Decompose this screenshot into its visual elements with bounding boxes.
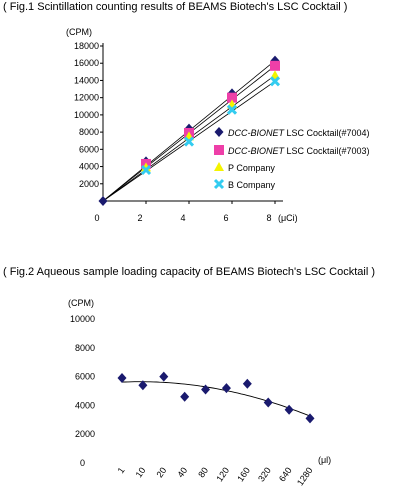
x-axis-label: (μCi) (278, 213, 298, 223)
origin-point (98, 196, 108, 206)
marker-stroke (213, 178, 225, 190)
figure-1-title: ( Fig.1 Scintillation counting results o… (3, 1, 348, 13)
x-tick-label: 1280 (295, 465, 315, 487)
data-point (242, 378, 252, 389)
legend-marker (214, 162, 224, 171)
y-tick-label: 8000 (79, 127, 99, 137)
x-tick-label: 20 (154, 465, 168, 479)
legend-marker (213, 178, 225, 190)
data-point (180, 391, 190, 402)
y-tick-label: 16000 (74, 58, 99, 68)
x-tick-label: 80 (196, 465, 210, 479)
y-tick-label: 14000 (74, 75, 99, 85)
data-point (201, 384, 211, 395)
y-tick-label: 4000 (75, 400, 95, 410)
data-point (305, 413, 315, 424)
legend-marker (214, 145, 224, 155)
x-axis-label: (μl) (318, 455, 331, 465)
y-tick-label: 2000 (79, 179, 99, 189)
legend-label: B Company (228, 180, 276, 190)
data-point (183, 136, 195, 147)
figure-2-title: ( Fig.2 Aqueous sample loading capacity … (3, 266, 376, 278)
data-point (117, 373, 127, 384)
x-tick-label: 40 (175, 465, 189, 479)
x-tick-label: 0 (94, 213, 99, 223)
y-tick-label: 6000 (79, 144, 99, 154)
y-axis-label: (CPM) (66, 27, 92, 37)
data-point (227, 92, 237, 103)
x-tick-label: 120 (214, 465, 231, 483)
y-tick-label: 12000 (74, 93, 99, 103)
data-point (221, 383, 231, 394)
x-tick-label: 10 (134, 465, 148, 479)
legend-marker (214, 127, 224, 137)
y-tick-label: 4000 (79, 162, 99, 172)
x-tick-label: 320 (256, 465, 273, 483)
y-tick-label: 6000 (75, 372, 95, 382)
y-tick-label: 10000 (70, 314, 95, 324)
data-point (138, 380, 148, 391)
y-tick-label: 18000 (74, 41, 99, 51)
marker-stroke (183, 136, 195, 147)
data-point (269, 76, 281, 87)
legend-label: P Company (228, 163, 275, 173)
y-axis-label: (CPM) (68, 298, 94, 308)
y-tick-label: 0 (80, 458, 85, 468)
marker-stroke (226, 104, 238, 115)
x-tick-label: 6 (223, 213, 228, 223)
legend-label: DCC-BIONET LSC Cocktail(#7004) (228, 128, 370, 138)
y-tick-label: 2000 (75, 429, 95, 439)
data-point (284, 404, 294, 415)
data-point (140, 164, 152, 176)
data-point (270, 60, 280, 71)
data-point (159, 371, 169, 382)
x-tick-label: 1 (116, 465, 127, 475)
data-point (263, 397, 273, 408)
data-point (226, 104, 238, 115)
y-tick-label: 10000 (74, 110, 99, 120)
x-tick-label: 160 (235, 465, 252, 483)
marker-stroke (269, 76, 281, 87)
x-tick-label: 4 (180, 213, 185, 223)
figure-1-chart: (CPM) 2000 4000 6000 8000 10000 12000 14000 1600… (66, 27, 370, 223)
y-tick-label: 8000 (75, 343, 95, 353)
trendline (121, 381, 311, 417)
legend-label: DCC-BIONET LSC Cocktail(#7003) (228, 146, 370, 156)
x-tick-label: 8 (266, 213, 271, 223)
x-tick-label: 640 (277, 465, 294, 483)
x-tick-label: 2 (137, 213, 142, 223)
marker-stroke (140, 164, 152, 176)
